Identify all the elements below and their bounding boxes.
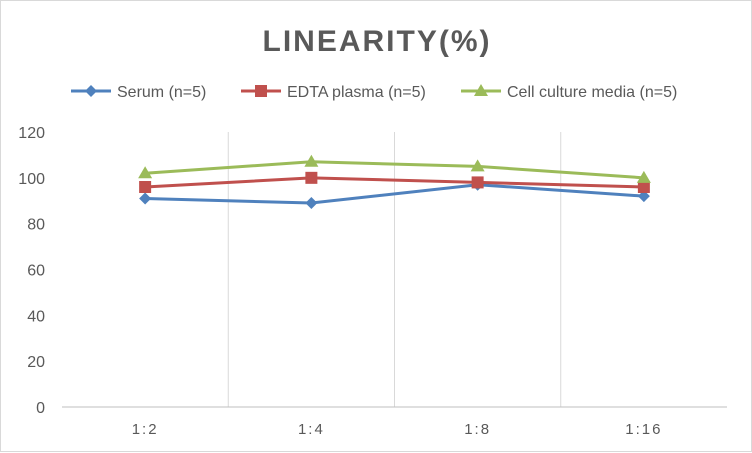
- data-point-serum: [139, 192, 152, 205]
- series-line-edta: [145, 176, 644, 189]
- data-point-serum: [637, 190, 650, 203]
- x-tick-label: 1:4: [298, 421, 325, 438]
- y-tick-label: 20: [27, 354, 45, 371]
- legend-label-serum: Serum (n=5): [117, 84, 206, 101]
- chart-title: LINEARITY(%): [263, 25, 492, 58]
- series-line-cell: [145, 160, 644, 180]
- y-tick-label: 60: [27, 263, 45, 280]
- data-point-cell: [138, 166, 153, 179]
- data-point-cell: [636, 170, 651, 183]
- y-tick-label: 40: [27, 308, 45, 325]
- y-tick-label: 120: [18, 125, 45, 142]
- x-tick-label: 1:2: [132, 421, 159, 438]
- data-point-edta: [637, 181, 650, 193]
- x-tick-label: 1:8: [464, 421, 491, 438]
- data-point-edta: [471, 176, 484, 189]
- y-tick-label: 0: [36, 400, 45, 417]
- legend-marker-serum: [85, 85, 97, 97]
- data-point-cell: [470, 159, 485, 172]
- legend-label-cell: Cell culture media (n=5): [507, 84, 677, 101]
- y-tick-label: 80: [27, 217, 45, 234]
- data-point-edta: [139, 181, 152, 193]
- legend-marker-cell: [474, 84, 488, 96]
- legend-label-edta: EDTA plasma (n=5): [287, 84, 426, 101]
- legend-marker-edta: [255, 85, 267, 97]
- data-point-edta: [305, 171, 318, 184]
- data-point-serum: [305, 197, 318, 210]
- x-tick-label: 1:16: [625, 421, 662, 438]
- series-line-serum: [145, 183, 644, 205]
- y-tick-label: 100: [18, 171, 45, 188]
- data-point-cell: [304, 154, 319, 167]
